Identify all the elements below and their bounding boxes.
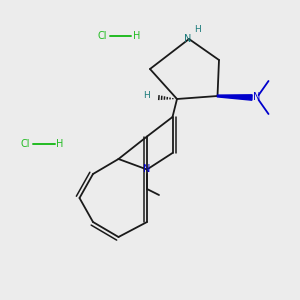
Text: H: H	[133, 31, 140, 41]
Text: N: N	[254, 92, 261, 103]
Text: N: N	[184, 34, 191, 44]
Text: H: H	[194, 26, 201, 34]
Text: Cl: Cl	[97, 31, 107, 41]
Text: N: N	[143, 164, 151, 175]
Polygon shape	[218, 95, 252, 100]
Text: Cl: Cl	[21, 139, 30, 149]
Text: H: H	[56, 139, 64, 149]
Text: H: H	[143, 92, 150, 100]
